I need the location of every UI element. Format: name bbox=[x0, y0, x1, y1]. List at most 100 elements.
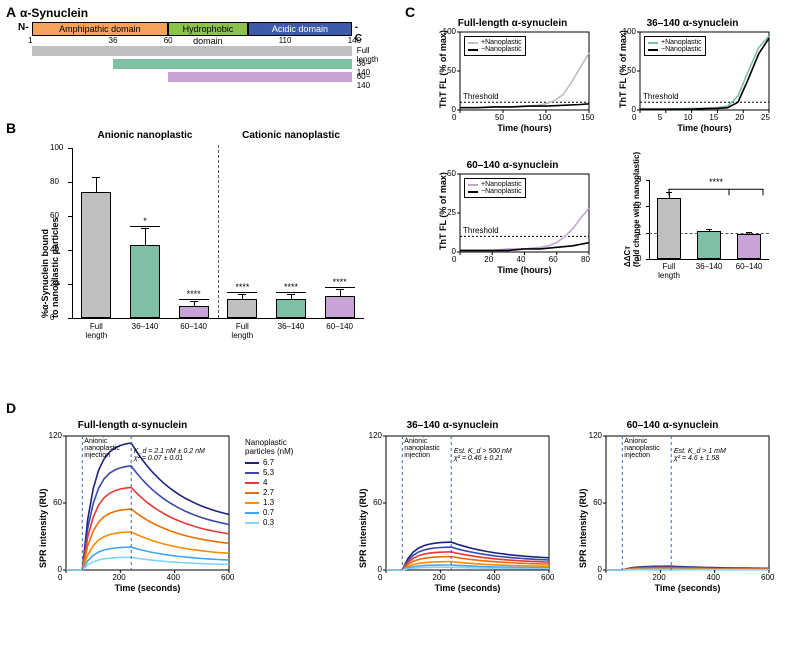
bar bbox=[179, 306, 209, 318]
n-terminus: N- bbox=[18, 22, 29, 33]
xtick: 25 bbox=[761, 113, 770, 122]
xtick: 80 bbox=[581, 255, 590, 264]
xtick: 0 bbox=[598, 573, 602, 582]
xtick: 40 bbox=[517, 255, 526, 264]
bar-label: Full length bbox=[78, 322, 114, 340]
kd-annotation: Est. K_d > 500 nM χ² = 0.46 ± 0.21 bbox=[454, 448, 512, 462]
construct-label-2: 60–140 bbox=[357, 72, 370, 90]
legend-item: 0.3 bbox=[245, 518, 330, 527]
bar bbox=[130, 245, 160, 318]
xtick: 50 bbox=[495, 113, 504, 122]
xtick: 15 bbox=[709, 113, 718, 122]
y-axis-label: SPR intensity (RU) bbox=[578, 488, 588, 568]
ytick: 120 bbox=[369, 431, 382, 440]
construct-bar-0 bbox=[32, 46, 352, 56]
panel-c-chart-0: Full-length α-synucleinThreshold05010015… bbox=[430, 18, 595, 138]
domain-ticks: 1 36 60 110 140 bbox=[20, 36, 360, 46]
ytick: 60 bbox=[53, 498, 62, 507]
xtick: 400 bbox=[487, 573, 500, 582]
domain-2: Acidic domain bbox=[248, 22, 352, 36]
kd-annotation: K_d = 2.1 nM ± 0.2 nM χ² = 0.07 ± 0.01 bbox=[134, 448, 205, 462]
aa-tick: 110 bbox=[279, 36, 292, 45]
xtick: 5 bbox=[658, 113, 662, 122]
bar-label: 36–140 bbox=[273, 322, 309, 331]
legend: +Nanoplastic−Nanoplastic bbox=[464, 36, 526, 56]
legend: +Nanoplastic−Nanoplastic bbox=[644, 36, 706, 56]
protein-title: α-Synuclein bbox=[20, 6, 380, 20]
construct-bar-1 bbox=[113, 59, 352, 69]
xtick: 600 bbox=[221, 573, 234, 582]
xtick: 20 bbox=[484, 255, 493, 264]
domain-bar: N-Amphipathic domainHydrophobic domainAc… bbox=[20, 22, 360, 36]
xtick: 400 bbox=[707, 573, 720, 582]
x-axis-label: Time (seconds) bbox=[66, 583, 229, 593]
ytick: 0 bbox=[58, 565, 62, 574]
xtick: 600 bbox=[541, 573, 554, 582]
significance: **** bbox=[669, 177, 763, 187]
aa-tick: 140 bbox=[348, 36, 361, 45]
bar-label: Full length bbox=[224, 322, 260, 340]
xtick: 20 bbox=[735, 113, 744, 122]
ytick: 0 bbox=[452, 247, 456, 256]
y-axis-label: ThT FL (% of max) bbox=[618, 30, 628, 108]
panel-c-foldchange: 0123ΔΔCᴛ(fold change with nanoplastic)Fu… bbox=[615, 168, 775, 283]
legend-item: 0.7 bbox=[245, 508, 330, 517]
legend-item: 1.3 bbox=[245, 498, 330, 507]
panel-c-chart-2: 60–140 α-synucleinThreshold0204060800255… bbox=[430, 160, 595, 280]
y-axis-label: SPR intensity (RU) bbox=[358, 488, 368, 568]
group-title-left: Anionic nanoplastic bbox=[72, 130, 218, 141]
y-axis-label: %α-Synuclein boundto nanoplastic particl… bbox=[40, 217, 60, 318]
aa-tick: 60 bbox=[164, 36, 173, 45]
ytick: 120 bbox=[589, 431, 602, 440]
x-axis-label: Time (seconds) bbox=[386, 583, 549, 593]
bar bbox=[81, 192, 111, 318]
x-axis-label: Time (hours) bbox=[640, 123, 769, 133]
ytick: 0 bbox=[598, 565, 602, 574]
y-axis-label: ThT FL (% of max) bbox=[438, 30, 448, 108]
aa-tick: 1 bbox=[28, 36, 32, 45]
significance: * bbox=[130, 216, 160, 226]
legend-title: Nanoplastic particles (nM) bbox=[245, 438, 330, 456]
legend: +Nanoplastic−Nanoplastic bbox=[464, 178, 526, 198]
xtick: 0 bbox=[452, 113, 456, 122]
x-axis-label: Time (seconds) bbox=[606, 583, 769, 593]
xtick: 0 bbox=[378, 573, 382, 582]
bar-label: 36–140 bbox=[127, 322, 163, 331]
construct-bars: Full length36–14060–140 bbox=[20, 46, 360, 86]
injection-label: Anionic nanoplastic injection bbox=[404, 438, 439, 459]
xtick: 10 bbox=[684, 113, 693, 122]
panel-d-chart-1: 36–140 α-synuclein0200400600060120SPR in… bbox=[350, 420, 555, 600]
panel-b-chart: 020406080100%α-Synuclein boundto nanopla… bbox=[30, 130, 370, 360]
xtick: 100 bbox=[538, 113, 551, 122]
ytick: 100 bbox=[50, 143, 63, 152]
threshold-label: Threshold bbox=[463, 226, 499, 235]
xtick: 150 bbox=[581, 113, 594, 122]
panel-label-a: A bbox=[6, 4, 16, 20]
y-axis-label: SPR intensity (RU) bbox=[38, 488, 48, 568]
ytick: 50 bbox=[447, 169, 456, 178]
threshold-label: Threshold bbox=[463, 92, 499, 101]
ytick: 0 bbox=[632, 105, 636, 114]
xtick: 200 bbox=[112, 573, 125, 582]
panel-d-chart-2: 60–140 α-synuclein0200400600060120SPR in… bbox=[570, 420, 775, 600]
xtick: 400 bbox=[167, 573, 180, 582]
x-axis-label: Time (hours) bbox=[460, 265, 589, 275]
ytick: 80 bbox=[50, 177, 59, 186]
bar-label: 60–140 bbox=[322, 322, 358, 331]
xtick: 200 bbox=[652, 573, 665, 582]
panel-label-c: C bbox=[405, 4, 415, 20]
legend-item: 4 bbox=[245, 478, 330, 487]
xtick: 0 bbox=[452, 255, 456, 264]
injection-label: Anionic nanoplastic injection bbox=[84, 438, 119, 459]
bar bbox=[276, 299, 306, 318]
threshold-label: Threshold bbox=[643, 92, 679, 101]
xtick: 600 bbox=[761, 573, 774, 582]
xtick: 200 bbox=[432, 573, 445, 582]
significance: **** bbox=[227, 282, 257, 292]
aa-tick: 36 bbox=[109, 36, 118, 45]
significance: **** bbox=[276, 282, 306, 292]
construct-bar-2 bbox=[168, 72, 352, 82]
x-axis-label: Time (hours) bbox=[460, 123, 589, 133]
bar-label: 60–140 bbox=[176, 322, 212, 331]
bar bbox=[325, 296, 355, 318]
